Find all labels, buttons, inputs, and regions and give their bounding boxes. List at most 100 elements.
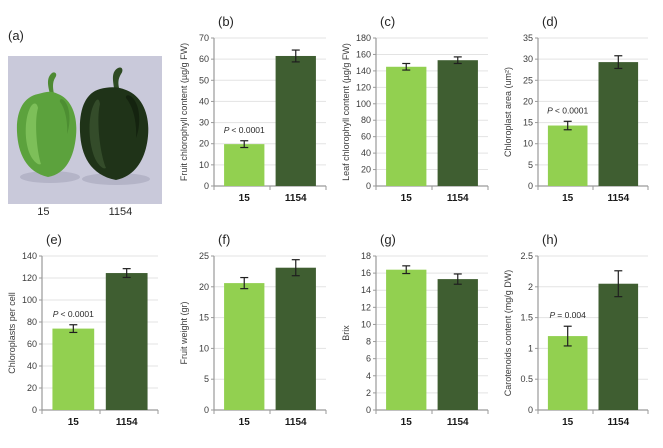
pepper-photo xyxy=(8,56,162,204)
y-tick-label: 80 xyxy=(361,115,371,125)
x-category-label: 1154 xyxy=(285,193,307,204)
y-tick-label: 4 xyxy=(366,371,371,381)
panel-a: (a) 15 1154 xyxy=(6,14,174,222)
y-tick-label: 0 xyxy=(204,405,209,415)
y-axis-title: Brix xyxy=(341,325,351,341)
p-value-annotation: P < 0.0001 xyxy=(224,125,265,135)
bar-1154 xyxy=(437,60,478,187)
pepper-dark-highlight xyxy=(89,99,106,169)
panel-f-label: (f) xyxy=(218,232,230,247)
y-tick-label: 0 xyxy=(366,181,371,191)
panel-a-label: (a) xyxy=(8,28,24,43)
y-tick-label: 25 xyxy=(199,251,209,261)
x-category-label: 15 xyxy=(401,417,413,428)
pepper-light-shade xyxy=(59,99,70,134)
y-axis-title: Leaf chlorophyll content (µg/g FW) xyxy=(341,43,351,181)
y-tick-label: 180 xyxy=(356,33,371,43)
panel-g-label: (g) xyxy=(380,232,396,247)
photo-caption-15: 15 xyxy=(37,206,50,218)
y-tick-label: 2.5 xyxy=(520,251,533,261)
x-category-label: 15 xyxy=(562,417,574,428)
bar-1154 xyxy=(275,55,316,186)
y-tick-label: 16 xyxy=(361,268,371,278)
y-axis-title: Fruit weight (gr) xyxy=(179,301,189,364)
y-tick-label: 30 xyxy=(199,118,209,128)
y-tick-label: 50 xyxy=(199,75,209,85)
panel-b-chart: 0 10 20 30 40 50 60 70 15 1154 P < 0.0001 Fruit chl… xyxy=(178,8,336,216)
p-value-annotation: P < 0.0001 xyxy=(53,309,94,319)
chart-c-svg: 0 20 40 60 80 100 120 140 160 180 15 1154 Leaf chlor… xyxy=(341,14,489,204)
pepper-photo-image xyxy=(8,56,162,204)
y-tick-label: 1.5 xyxy=(520,313,533,323)
panel-h-chart: 0 0.5 1 1.5 2 2.5 15 1154 P = 0.004 Carotenoids c… xyxy=(502,226,658,440)
y-tick-label: 10 xyxy=(523,139,533,149)
bar-15 xyxy=(547,125,588,186)
y-tick-label: 14 xyxy=(361,285,371,295)
pepper-light-shadow xyxy=(20,171,80,183)
y-tick-label: 40 xyxy=(361,148,371,158)
y-tick-label: 15 xyxy=(199,313,209,323)
bar-1154 xyxy=(437,279,478,410)
chart-h-svg: 0 0.5 1 1.5 2 2.5 15 1154 P = 0.004 Carotenoids c… xyxy=(503,232,649,428)
y-tick-label: 140 xyxy=(356,66,371,76)
y-tick-label: 100 xyxy=(22,295,37,305)
pepper-dark-stem xyxy=(112,67,123,88)
y-tick-label: 0 xyxy=(32,405,37,415)
panel-e-label: (e) xyxy=(46,232,62,247)
y-tick-label: 15 xyxy=(523,118,533,128)
y-tick-label: 40 xyxy=(27,361,37,371)
x-category-label: 15 xyxy=(68,417,80,428)
y-tick-label: 2 xyxy=(528,282,533,292)
y-tick-label: 10 xyxy=(199,160,209,170)
y-tick-label: 20 xyxy=(27,383,37,393)
x-category-label: 15 xyxy=(239,417,251,428)
y-tick-label: 0 xyxy=(528,181,533,191)
bar-1154 xyxy=(105,273,148,410)
x-category-label: 1154 xyxy=(116,417,138,428)
bar-15 xyxy=(224,283,265,410)
panel-g-chart: 0 2 4 6 8 10 12 14 16 18 15 1154 Brix (g) xyxy=(340,226,498,440)
chart-g-svg: 0 2 4 6 8 10 12 14 16 18 15 1154 Brix (g) xyxy=(341,232,489,428)
y-tick-label: 5 xyxy=(204,374,209,384)
y-tick-label: 1 xyxy=(528,343,533,353)
x-category-label: 15 xyxy=(239,193,251,204)
panel-f-chart: 0 5 10 15 20 25 15 1154 Fruit weight (gr) (f) xyxy=(178,226,336,440)
bar-1154 xyxy=(275,267,316,410)
panel-c-label: (c) xyxy=(380,14,395,29)
y-tick-label: 120 xyxy=(356,82,371,92)
bar-15 xyxy=(52,328,95,410)
y-tick-label: 120 xyxy=(22,273,37,283)
bar-1154 xyxy=(598,62,639,186)
panel-d-chart: 0 5 10 15 20 25 30 35 15 1154 P < 0.0001 Chloroplas… xyxy=(502,8,658,216)
panel-e-chart: 0 20 40 60 80 100 120 140 15 1154 P < 0.0001 Chloro… xyxy=(6,226,168,440)
y-tick-label: 70 xyxy=(199,33,209,43)
pepper-light-stem xyxy=(48,72,57,94)
y-tick-label: 8 xyxy=(366,337,371,347)
y-tick-label: 60 xyxy=(27,339,37,349)
y-tick-label: 18 xyxy=(361,251,371,261)
chart-f-svg: 0 5 10 15 20 25 15 1154 Fruit weight (gr) (f) xyxy=(179,232,327,428)
y-tick-label: 20 xyxy=(361,165,371,175)
y-tick-label: 0 xyxy=(204,181,209,191)
y-tick-label: 100 xyxy=(356,99,371,109)
bar-15 xyxy=(386,66,427,186)
panel-h-label: (h) xyxy=(542,232,558,247)
chart-d-svg: 0 5 10 15 20 25 30 35 15 1154 P < 0.0001 Chloroplas… xyxy=(503,14,649,204)
x-category-label: 1154 xyxy=(285,417,307,428)
y-tick-label: 20 xyxy=(523,96,533,106)
y-tick-label: 140 xyxy=(22,251,37,261)
y-tick-label: 20 xyxy=(199,139,209,149)
x-category-label: 1154 xyxy=(607,193,629,204)
y-tick-label: 12 xyxy=(361,302,371,312)
panel-b-label: (b) xyxy=(218,14,234,29)
bar-15 xyxy=(547,336,588,410)
pepper-dark-shade xyxy=(125,95,140,138)
panel-c-chart: 0 20 40 60 80 100 120 140 160 180 15 1154 Leaf chlor… xyxy=(340,8,498,216)
y-tick-label: 35 xyxy=(523,33,533,43)
y-tick-label: 60 xyxy=(361,132,371,142)
x-category-label: 1154 xyxy=(447,193,469,204)
photo-caption-1154: 1154 xyxy=(108,206,133,218)
y-tick-label: 0 xyxy=(366,405,371,415)
y-tick-label: 25 xyxy=(523,75,533,85)
